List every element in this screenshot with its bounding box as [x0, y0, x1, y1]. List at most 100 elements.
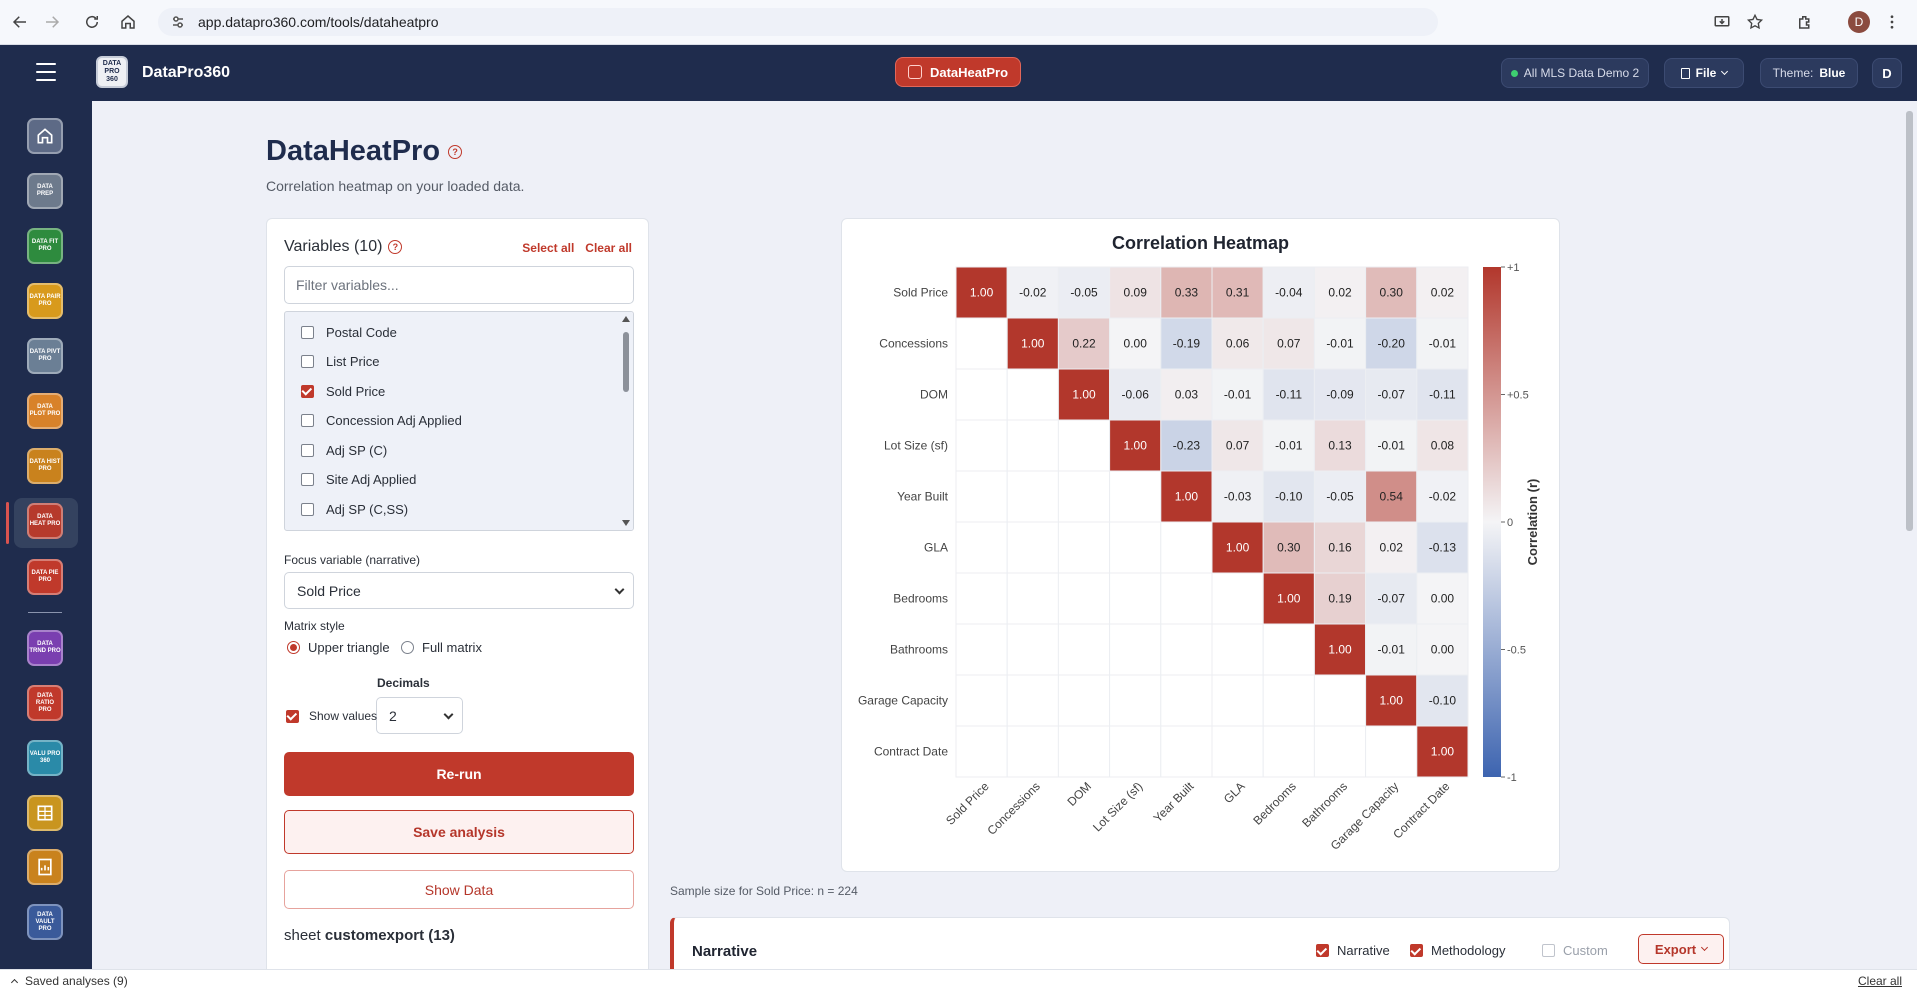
checkbox-unchecked-icon[interactable]	[301, 473, 314, 486]
checkbox-unchecked-icon	[1542, 944, 1555, 957]
theme-selector[interactable]: Theme: Blue	[1760, 58, 1858, 88]
sidebar-item-datahistpro[interactable]: DATA HIST PRO	[27, 448, 63, 484]
sidebar-item-datafitpro[interactable]: DATA FIT PRO	[27, 228, 63, 264]
export-button[interactable]: Export	[1638, 934, 1724, 964]
sidebar-item-dataplotpro[interactable]: DATA PLOT PRO	[27, 393, 63, 429]
sidebar-item-datapiepro[interactable]: DATA PIE PRO	[27, 559, 63, 595]
checkbox-unchecked-icon[interactable]	[301, 443, 314, 457]
clear-saved-link[interactable]: Clear all	[1857, 974, 1902, 988]
checkbox-unchecked-icon[interactable]	[301, 414, 314, 427]
sidebar-item-dataratiopro[interactable]: DATA RATIO PRO	[27, 685, 63, 721]
variable-option[interactable]: Postal Code	[301, 322, 397, 342]
heatmap-cell	[1006, 725, 1059, 778]
heatmap-cell	[1365, 317, 1418, 370]
site-settings-icon[interactable]	[170, 14, 186, 30]
heatmap-cell	[1416, 521, 1469, 574]
heatmap-panel: Correlation Heatmap 1.00 -0.02 -0.05 0.09 0.…	[841, 218, 1560, 872]
show-values-checkbox[interactable]: Show values	[286, 709, 377, 723]
variable-option[interactable]: Site Adj Applied	[301, 470, 416, 490]
heatmap-cell-value: 0.16	[1328, 541, 1352, 555]
variable-option[interactable]: Adj SP (C,SS)	[301, 499, 408, 519]
sheet-prefix: sheet	[284, 927, 321, 944]
scroll-down-icon[interactable]	[622, 520, 630, 526]
heatmap-cell	[1313, 317, 1367, 370]
app-header: DATA PRO 360 DataPro360 DataHeatPro All …	[0, 45, 1917, 101]
variable-option[interactable]: Concession Adj Applied	[301, 411, 462, 431]
methodology-toggle[interactable]: Methodology	[1410, 943, 1505, 958]
checkbox-unchecked-icon[interactable]	[301, 502, 314, 516]
scroll-thumb[interactable]	[623, 332, 629, 392]
sidebar-item-grid-tool[interactable]	[27, 795, 63, 831]
page-scroll-thumb[interactable]	[1906, 111, 1913, 531]
browser-profile-avatar[interactable]: D	[1848, 11, 1870, 33]
current-tool-pill[interactable]: DataHeatPro	[895, 57, 1021, 87]
help-icon[interactable]: ?	[448, 144, 463, 159]
forward-icon[interactable]	[40, 10, 64, 34]
checkbox-unchecked-icon[interactable]	[301, 325, 314, 339]
heatmap-cell-value: 1.00	[1328, 643, 1352, 657]
sidebar-item-datatrndpro[interactable]: DATA TRND PRO	[27, 630, 63, 666]
variable-option[interactable]: Adj SP (C)	[301, 440, 387, 460]
filter-variables-input[interactable]	[284, 266, 634, 304]
variable-option[interactable]: List Price	[301, 352, 379, 372]
heatmap-cell	[1057, 266, 1111, 319]
heatmap-cell	[1313, 521, 1367, 574]
sample-size-text: Sample size for Sold Price: n = 224	[670, 884, 858, 898]
address-bar[interactable]: app.datapro360.com/tools/dataheatpro	[158, 8, 1438, 36]
clear-all-link[interactable]: Clear all	[585, 241, 632, 255]
page-scrollbar[interactable]	[1902, 101, 1917, 969]
upper-triangle-radio[interactable]: Upper triangle	[287, 640, 390, 655]
checkbox-unchecked-icon[interactable]	[301, 355, 314, 368]
checkbox-checked-icon[interactable]	[301, 384, 314, 398]
variable-option-label: Postal Code	[326, 324, 397, 340]
column-label: DOM	[1064, 779, 1094, 809]
sidebar-item-dataprep[interactable]: DATA PREP	[27, 173, 63, 209]
menu-icon[interactable]	[36, 63, 56, 81]
variable-option[interactable]: Sold Price	[301, 381, 385, 401]
select-all-link[interactable]: Select all	[522, 241, 575, 255]
sidebar-item-datapivtpro[interactable]: DATA PIVT PRO	[27, 338, 63, 374]
theme-value: Blue	[1819, 66, 1846, 80]
sidebar-item-dataheatpro[interactable]: DATA HEAT PRO	[27, 503, 63, 539]
app-logo[interactable]: DATA PRO 360	[96, 56, 128, 88]
heatmap-cell-value: -0.01	[1378, 643, 1406, 657]
heatmap-cell	[1057, 521, 1111, 574]
heatmap-cell-value: 0.33	[1175, 286, 1199, 300]
bookmark-star-icon[interactable]	[1743, 10, 1767, 34]
narrative-toggle[interactable]: Narrative	[1316, 943, 1390, 958]
chevron-down-icon	[614, 584, 625, 595]
dataset-selector[interactable]: All MLS Data Demo 2	[1501, 58, 1649, 88]
sidebar-item-home[interactable]	[27, 118, 63, 154]
heatmap-cell	[1416, 470, 1469, 523]
show-data-button[interactable]: Show Data	[284, 870, 634, 909]
extensions-icon[interactable]	[1793, 10, 1817, 34]
save-analysis-button[interactable]: Save analysis	[284, 810, 634, 854]
variable-option-label: Adj SP (C)	[326, 442, 388, 458]
column-label: Sold Price	[943, 779, 992, 828]
heatmap-cell	[955, 368, 1008, 421]
user-avatar[interactable]: D	[1872, 58, 1902, 88]
saved-analyses-toggle[interactable]: Saved analyses (9)	[10, 974, 128, 988]
install-app-icon[interactable]	[1710, 10, 1734, 34]
back-icon[interactable]	[8, 10, 32, 34]
row-label: Year Built	[897, 490, 949, 504]
scroll-up-icon[interactable]	[622, 316, 630, 322]
home-icon[interactable]	[116, 10, 140, 34]
reload-icon[interactable]	[80, 10, 104, 34]
rerun-button[interactable]: Re-run	[284, 752, 634, 796]
sidebar-item-report-tool[interactable]	[27, 849, 63, 885]
heatmap-cell	[1057, 674, 1111, 727]
sidebar-item-datapairpro[interactable]: DATA PAIR PRO	[27, 283, 63, 319]
decimals-select[interactable]: 2	[376, 697, 463, 734]
variable-option-label: Adj SP (C,SS)	[326, 501, 409, 517]
full-matrix-radio[interactable]: Full matrix	[401, 640, 482, 655]
sidebar-item-datavaultpro[interactable]: DATA VAULT PRO	[27, 904, 63, 940]
more-menu-icon[interactable]	[1880, 10, 1904, 34]
variable-list-scrollbar[interactable]	[619, 312, 633, 530]
focus-variable-select[interactable]: Sold Price	[284, 572, 634, 609]
sidebar-item-valupro360[interactable]: VALU PRO 360	[27, 740, 63, 776]
heatmap-cell-value: 0.07	[1277, 337, 1301, 351]
custom-toggle[interactable]: Custom	[1542, 943, 1608, 958]
variables-help-icon[interactable]: ?	[388, 240, 403, 254]
file-menu-button[interactable]: File	[1664, 58, 1744, 88]
